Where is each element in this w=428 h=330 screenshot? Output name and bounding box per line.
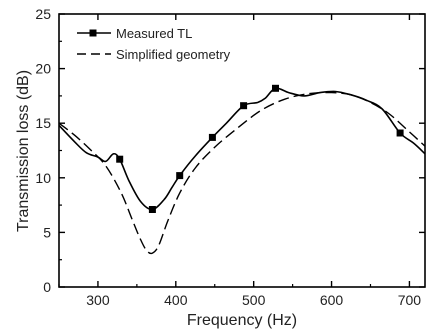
x-tick-label-600: 600 — [320, 292, 344, 308]
legend-label-measured: Measured TL — [116, 26, 192, 41]
y-axis-title: Transmission loss (dB) — [15, 70, 32, 232]
data-point-measured-2 — [176, 172, 184, 180]
data-point-measured-1 — [148, 206, 156, 213]
data-point-measured-4 — [240, 102, 248, 110]
data-point-measured-5 — [272, 84, 279, 92]
plot-group — [59, 84, 425, 255]
legend: Measured TL Simplified geometry — [68, 20, 248, 68]
y-tick-label-10: 10 — [35, 170, 51, 186]
x-tick-label-700: 700 — [398, 292, 422, 308]
y-tick-label-20: 20 — [35, 61, 51, 77]
y-tick-label-5: 5 — [43, 224, 51, 240]
series-line-simplified-geometry — [59, 91, 425, 255]
series-line-measured-tl — [59, 87, 425, 211]
axes-group: 300 400 500 600 700 0 5 10 15 20 25 — [35, 6, 426, 308]
x-tick-label-400: 400 — [164, 292, 188, 308]
y-tick-label-0: 0 — [43, 279, 51, 295]
y-tick-label-25: 25 — [35, 6, 51, 22]
x-axis-title: Frequency (Hz) — [187, 312, 297, 329]
x-tick-label-300: 300 — [86, 292, 110, 308]
legend-label-simplified: Simplified geometry — [116, 47, 231, 62]
data-point-measured-0 — [116, 155, 124, 163]
legend-marker-measured — [89, 29, 97, 37]
y-tick-label-15: 15 — [35, 115, 51, 131]
legend-frame — [68, 20, 248, 68]
data-point-measured-6 — [396, 129, 404, 137]
x-tick-label-500: 500 — [242, 292, 266, 308]
data-point-measured-3 — [208, 133, 216, 141]
